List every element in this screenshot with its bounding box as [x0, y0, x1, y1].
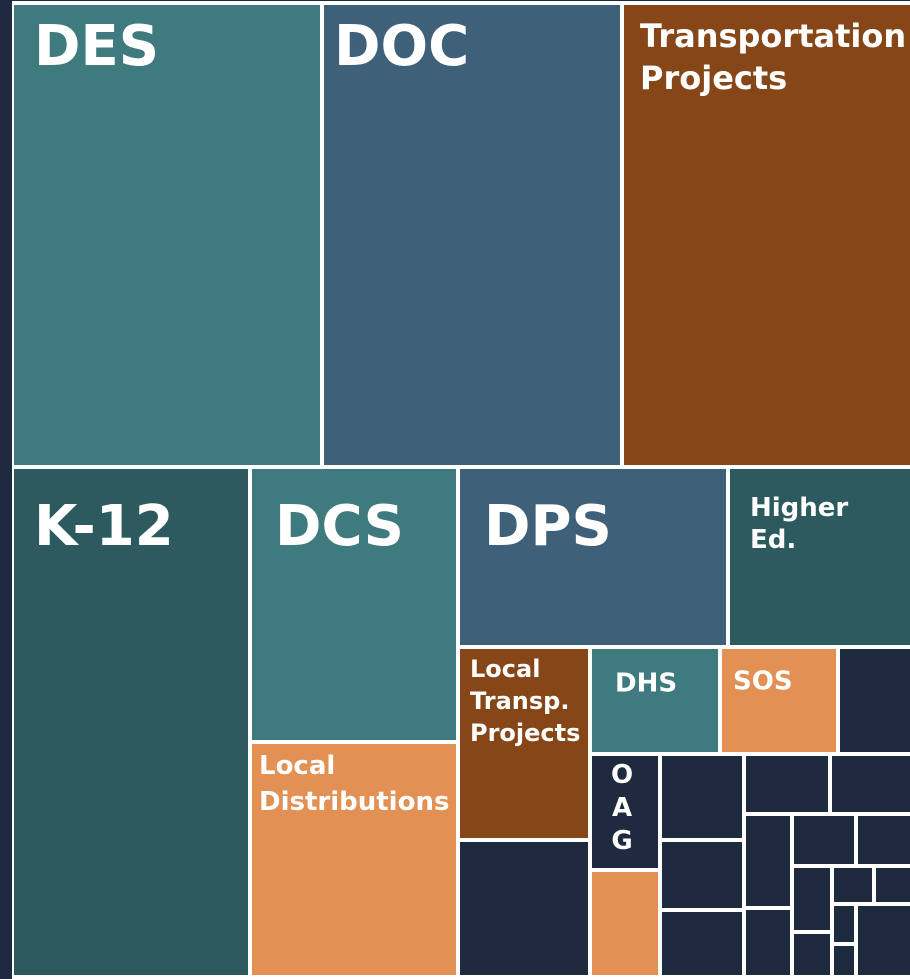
tile-group: Higher Ed. — [730, 469, 910, 645]
tile — [592, 756, 658, 868]
tile — [14, 469, 248, 975]
tile — [834, 868, 872, 902]
tile-group: SOS — [722, 649, 836, 752]
tile — [662, 756, 742, 838]
tile — [858, 816, 910, 864]
tile-label: DHS — [615, 669, 677, 699]
tile — [460, 842, 588, 975]
tile-group: Transportation Projects — [624, 5, 910, 465]
tile-label: K-12 — [34, 494, 174, 559]
tile — [662, 842, 742, 908]
tile — [592, 872, 658, 975]
tile — [624, 5, 910, 465]
tile — [794, 934, 830, 975]
tile — [730, 469, 910, 645]
tile — [252, 469, 456, 740]
minor-tiles — [460, 649, 910, 975]
tile — [794, 816, 854, 864]
tile — [252, 744, 456, 975]
tile — [662, 912, 742, 975]
tile-label: DOC — [334, 14, 469, 79]
tile — [858, 906, 910, 975]
tile-label: DCS — [275, 494, 404, 559]
tile-label: DES — [34, 14, 159, 79]
tile — [832, 756, 910, 812]
tile — [794, 868, 830, 930]
tile — [746, 910, 790, 975]
tile — [722, 649, 836, 752]
tile-label: DPS — [484, 494, 612, 559]
tile — [876, 868, 910, 902]
tile-group: Local Distributions — [252, 744, 456, 975]
tile-group: DCS — [252, 469, 456, 740]
tile-label: Local Distributions — [259, 751, 449, 817]
tile — [834, 946, 854, 975]
tile-label: SOS — [733, 667, 793, 697]
tile-group: K-12 — [14, 469, 248, 975]
tile — [324, 5, 620, 465]
tile-group: DHS — [592, 649, 718, 752]
tile-group: Local Transp. Projects — [460, 649, 588, 838]
tile — [14, 5, 320, 465]
tile — [746, 816, 790, 906]
tile — [460, 469, 726, 645]
tile-group: DPS — [460, 469, 726, 645]
tile — [834, 906, 854, 942]
tile — [592, 649, 718, 752]
tile — [460, 649, 588, 838]
tile-label: Higher Ed. — [750, 493, 848, 555]
tile — [746, 756, 828, 812]
tile — [840, 649, 910, 752]
tile-group: DOC — [324, 5, 620, 465]
tile-label: Transportation Projects — [640, 17, 906, 97]
tile-label: Local Transp. Projects — [470, 655, 580, 747]
tile-group: DES — [14, 5, 320, 465]
